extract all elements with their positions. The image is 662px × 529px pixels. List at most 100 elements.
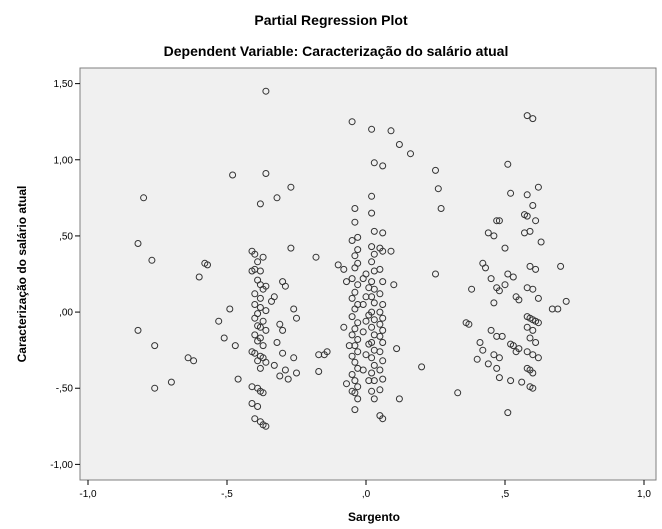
x-axis-ticks: -1,0 -,5 ,0 ,5 1,0 [79, 480, 651, 500]
data-point [359, 275, 367, 283]
data-point [529, 326, 537, 334]
data-point [395, 395, 403, 403]
data-point [262, 170, 270, 177]
data-point [490, 299, 498, 307]
data-point [490, 351, 498, 359]
data-point [279, 349, 287, 357]
data-point [501, 281, 509, 289]
data-point [465, 320, 473, 328]
data-point [515, 296, 523, 304]
data-point [432, 270, 439, 278]
data-point [256, 200, 264, 208]
data-point [529, 202, 537, 209]
data-point [351, 288, 359, 296]
y-tick-label: ,00 [59, 308, 73, 319]
data-point [340, 265, 348, 273]
data-point [473, 355, 481, 363]
data-point [387, 127, 395, 135]
data-point [379, 314, 387, 322]
data-point [293, 314, 300, 322]
data-point [490, 232, 498, 240]
data-point [276, 320, 284, 328]
y-tick-label: -,50 [56, 384, 74, 395]
data-point [348, 237, 356, 244]
data-point [370, 361, 378, 369]
data-point [351, 305, 359, 313]
data-point [256, 364, 264, 372]
data-point [376, 366, 384, 374]
data-point [529, 115, 537, 123]
data-point [259, 389, 267, 397]
x-axis-title: Sargento [348, 510, 400, 524]
data-point [376, 290, 384, 298]
data-point [379, 339, 387, 346]
data-point [134, 326, 142, 334]
data-point [368, 209, 376, 217]
data-point [532, 265, 540, 273]
data-point [359, 328, 367, 336]
data-point [379, 326, 387, 334]
data-point [395, 141, 403, 148]
data-point [523, 212, 531, 220]
data-point [362, 351, 370, 359]
data-point [151, 342, 159, 350]
data-point [370, 316, 378, 324]
data-point [343, 380, 350, 388]
data-point [259, 253, 267, 261]
data-point [476, 339, 484, 346]
data-point [251, 290, 259, 298]
data-point [290, 305, 298, 313]
data-point [534, 319, 542, 327]
data-point [354, 395, 362, 403]
data-point [254, 337, 262, 345]
data-point [140, 194, 148, 202]
data-point [273, 339, 281, 346]
data-point [523, 112, 531, 120]
data-point [262, 87, 270, 95]
data-point [284, 375, 292, 383]
data-point [370, 227, 378, 235]
data-point [370, 377, 378, 385]
data-point [512, 348, 520, 356]
data-point [276, 372, 284, 380]
data-point [293, 369, 300, 377]
data-point [495, 374, 503, 382]
data-point [354, 383, 362, 391]
data-point [340, 323, 348, 331]
data-point [148, 256, 156, 264]
data-point [348, 371, 356, 378]
data-point [498, 332, 506, 340]
data-point [393, 345, 401, 353]
data-point [529, 384, 537, 392]
data-point [354, 281, 362, 289]
data-point [151, 384, 159, 392]
data-point [354, 319, 362, 327]
data-point [351, 377, 359, 385]
data-point [323, 348, 331, 356]
data-point [251, 314, 259, 322]
data-point [256, 304, 264, 311]
data-point [348, 313, 356, 321]
data-point [390, 281, 398, 289]
data-point [368, 192, 376, 200]
plot-area [79, 67, 657, 481]
data-point [348, 294, 356, 302]
chart-title: Partial Regression Plot [254, 12, 408, 28]
data-point [229, 171, 237, 179]
data-point [529, 285, 537, 293]
data-point [370, 299, 378, 307]
data-point [376, 386, 384, 394]
data-point [254, 258, 262, 266]
data-point [262, 358, 270, 366]
data-point [287, 183, 295, 191]
y-tick-label: 1,50 [54, 79, 74, 90]
data-point [190, 357, 198, 365]
data-point [254, 357, 262, 365]
data-point [554, 305, 562, 313]
data-point [368, 308, 376, 316]
data-point [484, 360, 492, 368]
data-point [195, 273, 203, 281]
data-point [220, 334, 228, 342]
data-point [387, 247, 395, 255]
